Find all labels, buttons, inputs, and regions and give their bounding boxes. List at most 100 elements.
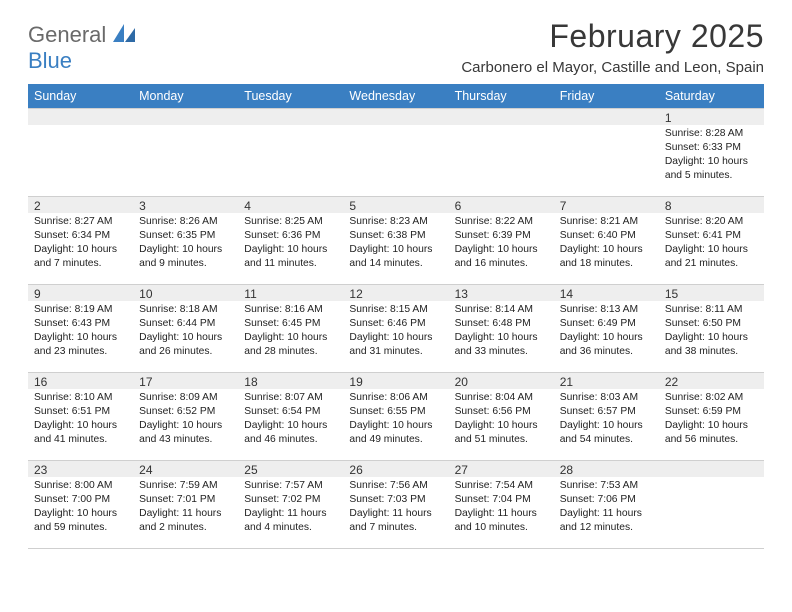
- day-header: Wednesday: [343, 84, 448, 109]
- sunrise-text: Sunrise: 7:57 AM: [244, 479, 337, 493]
- day-details: Sunrise: 8:22 AMSunset: 6:39 PMDaylight:…: [449, 213, 554, 275]
- day-details: [343, 125, 448, 185]
- day-details: Sunrise: 8:14 AMSunset: 6:48 PMDaylight:…: [449, 301, 554, 363]
- sunset-text: Sunset: 6:59 PM: [665, 405, 758, 419]
- day-details: Sunrise: 8:07 AMSunset: 6:54 PMDaylight:…: [238, 389, 343, 451]
- daylight-text: Daylight: 10 hours and 43 minutes.: [139, 419, 232, 447]
- sunrise-text: Sunrise: 8:03 AM: [560, 391, 653, 405]
- calendar-day-cell: 22Sunrise: 8:02 AMSunset: 6:59 PMDayligh…: [659, 373, 764, 461]
- daylight-text: Daylight: 11 hours and 12 minutes.: [560, 507, 653, 535]
- calendar-day-cell: 26Sunrise: 7:56 AMSunset: 7:03 PMDayligh…: [343, 461, 448, 549]
- day-number: [28, 109, 133, 125]
- day-details: Sunrise: 8:21 AMSunset: 6:40 PMDaylight:…: [554, 213, 659, 275]
- day-number: [238, 109, 343, 125]
- sunrise-text: Sunrise: 8:22 AM: [455, 215, 548, 229]
- sunrise-text: Sunrise: 8:04 AM: [455, 391, 548, 405]
- sunrise-text: Sunrise: 8:21 AM: [560, 215, 653, 229]
- day-header: Thursday: [449, 84, 554, 109]
- day-number: [343, 109, 448, 125]
- daylight-text: Daylight: 11 hours and 2 minutes.: [139, 507, 232, 535]
- sunset-text: Sunset: 6:50 PM: [665, 317, 758, 331]
- day-details: Sunrise: 8:03 AMSunset: 6:57 PMDaylight:…: [554, 389, 659, 451]
- day-details: Sunrise: 8:00 AMSunset: 7:00 PMDaylight:…: [28, 477, 133, 539]
- sunset-text: Sunset: 6:39 PM: [455, 229, 548, 243]
- calendar-table: Sunday Monday Tuesday Wednesday Thursday…: [28, 84, 764, 549]
- sunrise-text: Sunrise: 8:10 AM: [34, 391, 127, 405]
- day-details: Sunrise: 8:13 AMSunset: 6:49 PMDaylight:…: [554, 301, 659, 363]
- sunset-text: Sunset: 6:36 PM: [244, 229, 337, 243]
- sunset-text: Sunset: 7:04 PM: [455, 493, 548, 507]
- day-details: [28, 125, 133, 185]
- sunrise-text: Sunrise: 8:07 AM: [244, 391, 337, 405]
- day-number: 19: [343, 373, 448, 389]
- daylight-text: Daylight: 10 hours and 36 minutes.: [560, 331, 653, 359]
- day-number: 1: [659, 109, 764, 125]
- calendar-day-cell: 8Sunrise: 8:20 AMSunset: 6:41 PMDaylight…: [659, 197, 764, 285]
- daylight-text: Daylight: 10 hours and 49 minutes.: [349, 419, 442, 447]
- day-details: Sunrise: 8:04 AMSunset: 6:56 PMDaylight:…: [449, 389, 554, 451]
- day-number: 6: [449, 197, 554, 213]
- day-details: Sunrise: 8:10 AMSunset: 6:51 PMDaylight:…: [28, 389, 133, 451]
- day-details: Sunrise: 8:06 AMSunset: 6:55 PMDaylight:…: [343, 389, 448, 451]
- sunrise-text: Sunrise: 8:18 AM: [139, 303, 232, 317]
- day-details: Sunrise: 8:27 AMSunset: 6:34 PMDaylight:…: [28, 213, 133, 275]
- sunrise-text: Sunrise: 8:25 AM: [244, 215, 337, 229]
- day-details: [659, 477, 764, 537]
- sunset-text: Sunset: 6:54 PM: [244, 405, 337, 419]
- day-number: [554, 109, 659, 125]
- daylight-text: Daylight: 10 hours and 28 minutes.: [244, 331, 337, 359]
- calendar-day-cell: 12Sunrise: 8:15 AMSunset: 6:46 PMDayligh…: [343, 285, 448, 373]
- day-details: [449, 125, 554, 185]
- logo-text-blue: Blue: [28, 48, 72, 73]
- day-number: 24: [133, 461, 238, 477]
- sunrise-text: Sunrise: 8:27 AM: [34, 215, 127, 229]
- calendar-week-row: 16Sunrise: 8:10 AMSunset: 6:51 PMDayligh…: [28, 373, 764, 461]
- calendar-day-cell: 16Sunrise: 8:10 AMSunset: 6:51 PMDayligh…: [28, 373, 133, 461]
- day-details: Sunrise: 8:23 AMSunset: 6:38 PMDaylight:…: [343, 213, 448, 275]
- day-header: Friday: [554, 84, 659, 109]
- sunrise-text: Sunrise: 7:59 AM: [139, 479, 232, 493]
- day-number: 5: [343, 197, 448, 213]
- day-number: 20: [449, 373, 554, 389]
- day-number: 12: [343, 285, 448, 301]
- calendar-day-cell: 28Sunrise: 7:53 AMSunset: 7:06 PMDayligh…: [554, 461, 659, 549]
- day-details: Sunrise: 8:25 AMSunset: 6:36 PMDaylight:…: [238, 213, 343, 275]
- sunset-text: Sunset: 6:35 PM: [139, 229, 232, 243]
- sunrise-text: Sunrise: 8:09 AM: [139, 391, 232, 405]
- day-details: Sunrise: 8:11 AMSunset: 6:50 PMDaylight:…: [659, 301, 764, 363]
- sunrise-text: Sunrise: 8:11 AM: [665, 303, 758, 317]
- daylight-text: Daylight: 10 hours and 46 minutes.: [244, 419, 337, 447]
- day-details: Sunrise: 8:19 AMSunset: 6:43 PMDaylight:…: [28, 301, 133, 363]
- sunrise-text: Sunrise: 8:28 AM: [665, 127, 758, 141]
- day-number: 21: [554, 373, 659, 389]
- calendar-day-cell: 1Sunrise: 8:28 AMSunset: 6:33 PMDaylight…: [659, 109, 764, 197]
- day-number: [659, 461, 764, 477]
- calendar-day-cell: 19Sunrise: 8:06 AMSunset: 6:55 PMDayligh…: [343, 373, 448, 461]
- calendar-day-cell: 24Sunrise: 7:59 AMSunset: 7:01 PMDayligh…: [133, 461, 238, 549]
- sunset-text: Sunset: 6:41 PM: [665, 229, 758, 243]
- calendar-day-cell: 6Sunrise: 8:22 AMSunset: 6:39 PMDaylight…: [449, 197, 554, 285]
- daylight-text: Daylight: 10 hours and 51 minutes.: [455, 419, 548, 447]
- daylight-text: Daylight: 11 hours and 7 minutes.: [349, 507, 442, 535]
- calendar-day-cell: 5Sunrise: 8:23 AMSunset: 6:38 PMDaylight…: [343, 197, 448, 285]
- sunrise-text: Sunrise: 8:16 AM: [244, 303, 337, 317]
- day-details: Sunrise: 8:09 AMSunset: 6:52 PMDaylight:…: [133, 389, 238, 451]
- sunset-text: Sunset: 7:00 PM: [34, 493, 127, 507]
- day-details: [133, 125, 238, 185]
- day-number: 8: [659, 197, 764, 213]
- sunrise-text: Sunrise: 8:26 AM: [139, 215, 232, 229]
- day-number: 16: [28, 373, 133, 389]
- sunrise-text: Sunrise: 8:15 AM: [349, 303, 442, 317]
- day-number: 7: [554, 197, 659, 213]
- title-block: February 2025 Carbonero el Mayor, Castil…: [461, 18, 764, 76]
- daylight-text: Daylight: 10 hours and 33 minutes.: [455, 331, 548, 359]
- sunrise-text: Sunrise: 7:53 AM: [560, 479, 653, 493]
- month-title: February 2025: [461, 18, 764, 55]
- calendar-day-cell: 17Sunrise: 8:09 AMSunset: 6:52 PMDayligh…: [133, 373, 238, 461]
- day-details: Sunrise: 8:20 AMSunset: 6:41 PMDaylight:…: [659, 213, 764, 275]
- sunrise-text: Sunrise: 8:14 AM: [455, 303, 548, 317]
- daylight-text: Daylight: 10 hours and 38 minutes.: [665, 331, 758, 359]
- day-number: 11: [238, 285, 343, 301]
- calendar-day-cell: [133, 109, 238, 197]
- calendar-day-cell: 10Sunrise: 8:18 AMSunset: 6:44 PMDayligh…: [133, 285, 238, 373]
